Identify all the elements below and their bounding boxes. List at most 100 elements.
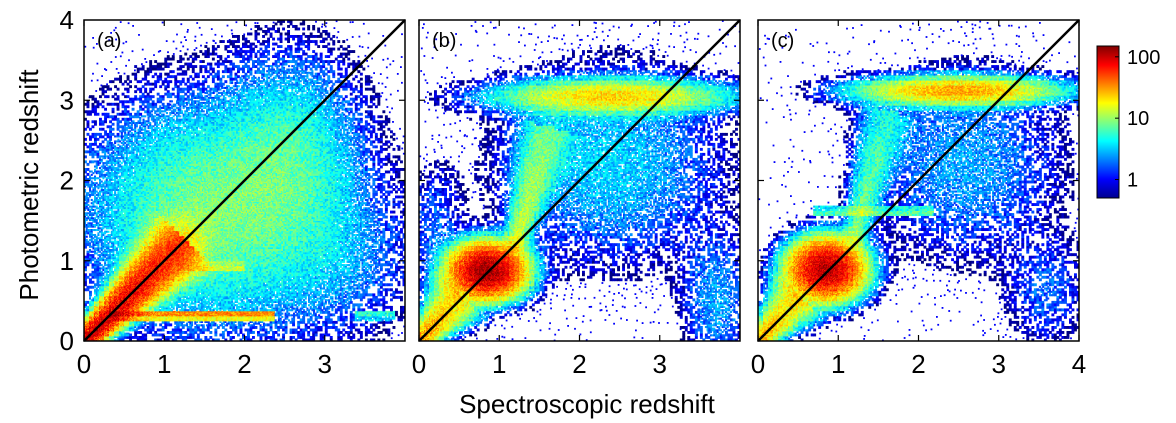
density-point [92, 135, 95, 138]
density-point [112, 108, 115, 111]
density-point [122, 336, 125, 339]
density-point [92, 155, 95, 158]
density-point [89, 273, 92, 276]
density-point [87, 199, 89, 201]
density-point [112, 115, 115, 118]
density-point [119, 189, 121, 191]
density-point [102, 90, 105, 93]
density-point [116, 68, 118, 70]
density-point [97, 155, 100, 158]
density-point [94, 283, 97, 286]
density-point [91, 199, 93, 201]
density-point [126, 129, 128, 131]
density-point [129, 336, 132, 339]
density-point [94, 108, 97, 111]
density-point [87, 103, 90, 106]
density-point [101, 159, 103, 161]
density-point [109, 88, 112, 91]
density-point [99, 179, 101, 181]
density-point [107, 140, 110, 143]
density-point [89, 293, 92, 296]
density-point [126, 164, 128, 166]
density-point [106, 179, 108, 181]
density-point [122, 93, 125, 96]
density-point [117, 98, 120, 101]
density-point [127, 113, 130, 116]
density-point [94, 189, 96, 191]
density-point [94, 140, 97, 143]
density-point [105, 69, 107, 71]
density-point [117, 88, 120, 91]
density-point [87, 123, 90, 126]
density-point [129, 80, 132, 83]
density-point [94, 150, 97, 153]
density-point [101, 169, 103, 171]
density-point [87, 243, 90, 246]
density-point [92, 98, 95, 101]
density-point [97, 113, 100, 116]
density-point [101, 214, 103, 216]
density-point [94, 123, 97, 126]
density-point [107, 133, 110, 136]
density-point [99, 95, 102, 98]
density-point [123, 42, 125, 44]
density-point [87, 168, 90, 171]
density-point [97, 133, 100, 136]
density-point [86, 219, 88, 221]
density-point [94, 133, 97, 136]
density-point [92, 276, 95, 279]
density-point [127, 78, 130, 81]
density-point [122, 113, 125, 116]
density-point [126, 154, 128, 156]
density-point [132, 103, 135, 106]
density-point [96, 219, 98, 221]
density-point [96, 214, 98, 216]
density-point [120, 21, 122, 23]
density-point [92, 263, 95, 266]
density-point [102, 150, 105, 153]
density-point [87, 256, 90, 259]
density-point [109, 138, 112, 141]
density-point [111, 149, 113, 151]
density-point [112, 103, 115, 106]
density-point [87, 263, 90, 266]
density-point [107, 115, 110, 118]
density-point [104, 85, 107, 88]
density-point [106, 164, 108, 166]
density-point [87, 183, 90, 186]
density-point [111, 269, 113, 271]
density-point [102, 140, 105, 143]
density-point [117, 105, 120, 108]
density-point [131, 174, 133, 176]
density-point [92, 120, 95, 123]
density-point [92, 273, 95, 276]
density-point [122, 110, 125, 113]
density-point [92, 266, 95, 269]
density-point [129, 115, 132, 118]
density-point [89, 291, 92, 294]
density-point [132, 100, 135, 103]
density-point [92, 105, 95, 108]
density-point [124, 105, 127, 108]
density-point [109, 103, 112, 106]
density-point [132, 73, 135, 76]
density-point [127, 100, 130, 103]
density-point [101, 279, 103, 281]
density-point [128, 22, 130, 24]
density-point [109, 259, 111, 261]
density-point [101, 229, 103, 231]
density-point [117, 103, 120, 106]
density-point [94, 100, 97, 103]
density-point [97, 281, 100, 284]
density-point [107, 135, 110, 138]
density-point [107, 143, 110, 146]
density-point [114, 239, 116, 241]
density-point [89, 145, 92, 148]
density-point [114, 98, 117, 101]
density-point [99, 88, 102, 91]
density-point [112, 133, 115, 136]
density-point [127, 88, 130, 91]
density-point [111, 164, 113, 166]
density-point [117, 120, 120, 123]
